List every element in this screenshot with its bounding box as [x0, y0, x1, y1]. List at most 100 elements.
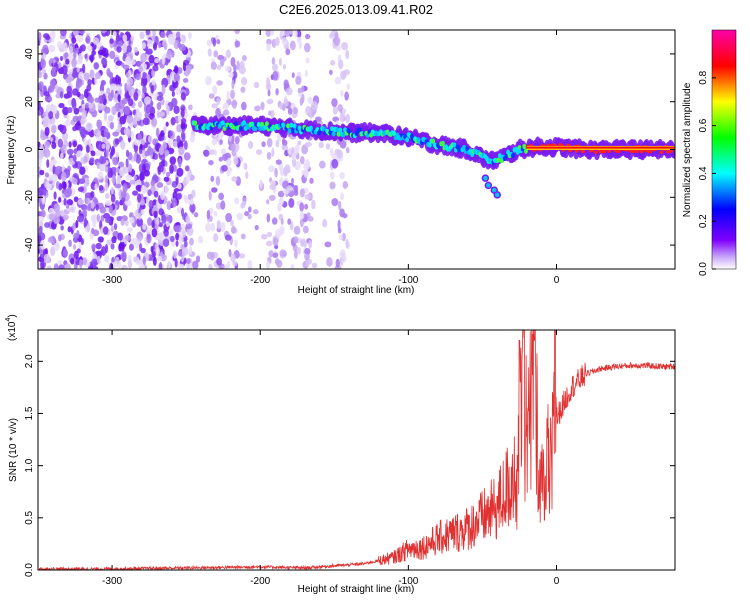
spectrogram-noise-cell [272, 252, 279, 258]
spectrogram-noise-cell [73, 51, 77, 59]
spectrogram-noise-cell [86, 222, 91, 233]
spectrogram-noise-cell [67, 226, 72, 233]
spectrogram-track-core [357, 127, 362, 133]
spectrogram-noise-cell [231, 225, 236, 234]
spectrogram-noise-cell [91, 227, 95, 235]
spectrogram-noise-cell [48, 213, 56, 221]
spectrogram-track-core [634, 149, 639, 154]
spectrogram-noise-cell [147, 145, 152, 153]
spectrogram-noise-cell [79, 258, 83, 269]
spectrogram-noise-cell [190, 197, 194, 206]
spectrogram-noise-cell [163, 176, 170, 182]
spectrogram-noise-cell [279, 225, 285, 235]
spectrogram-noise-cell [303, 169, 309, 178]
spectrogram-noise-cell [154, 243, 159, 250]
spectrogram-branch-cell [484, 181, 493, 190]
spectrogram-noise-cell [53, 242, 60, 252]
spectrogram-noise-cell [38, 100, 41, 111]
spectrogram-noise-cell [261, 233, 268, 240]
spectrogram-noise-cell [139, 171, 145, 182]
spectrogram-noise-cell [213, 149, 217, 156]
spectrogram-noise-cell [38, 70, 43, 79]
spectrogram-noise-cell [220, 148, 227, 155]
spectrogram-track-core [602, 149, 607, 154]
spectrogram-noise-cell [59, 91, 64, 99]
spectrogram-noise-cell [47, 96, 53, 103]
spectrogram-x-tick-label: -200 [250, 275, 270, 286]
spectrogram-y-axis-label: Frequency (Hz) [6, 116, 17, 185]
spectrogram-track-core [250, 121, 255, 127]
spectrogram-noise-cell [38, 216, 45, 222]
spectrogram-noise-cell [136, 217, 143, 227]
spectrogram-noise-cell [133, 91, 139, 101]
spectrogram-noise-cell [206, 209, 211, 220]
spectrogram-noise-cell [64, 188, 72, 198]
spectrogram-noise-cell [213, 50, 219, 58]
spectrogram-noise-cell [186, 258, 191, 265]
spectrogram-noise-cell [123, 127, 131, 136]
spectrogram-noise-cell [253, 81, 260, 89]
spectrogram-track-core [242, 120, 247, 126]
spectrogram-noise-cell [65, 76, 73, 84]
spectrogram-noise-cell [151, 117, 158, 127]
spectrogram-noise-cell [274, 167, 278, 178]
spectrogram-noise-cell [267, 89, 271, 97]
spectrogram-noise-cell [166, 171, 171, 178]
spectrogram-noise-cell [286, 185, 293, 192]
spectrogram-noise-cell [103, 127, 109, 138]
spectrogram-noise-cell [337, 219, 341, 230]
spectrogram-noise-cell [72, 244, 77, 250]
spectrogram-noise-cell [234, 197, 240, 205]
spectrogram-track-core [341, 132, 346, 138]
spectrogram-noise-cell [65, 58, 70, 65]
spectrogram-noise-cell [86, 204, 92, 212]
spectrogram-noise-cell [109, 38, 114, 44]
spectrogram-noise-cell [42, 44, 49, 55]
spectrogram-track-core [631, 149, 636, 153]
spectrogram-noise-cell [218, 192, 225, 201]
spectrogram-noise-cell [282, 104, 286, 112]
spectrogram-noise-cell [63, 42, 68, 52]
spectrogram-noise-cell [225, 49, 231, 59]
spectrogram-track-core [496, 157, 501, 163]
spectrogram-noise-cell [284, 30, 291, 38]
spectrogram-noise-cell [94, 183, 98, 191]
spectrogram-noise-cell [124, 82, 128, 93]
spectrogram-noise-cell [222, 109, 230, 116]
spectrogram-noise-cell [164, 160, 168, 167]
spectrogram-noise-cell [293, 249, 298, 260]
spectrogram-noise-cell [221, 265, 225, 269]
spectrogram-noise-cell [40, 89, 44, 98]
spectrogram-track-core [258, 125, 263, 132]
spectrogram-track-core [264, 121, 269, 127]
spectrogram-noise-cell [156, 109, 160, 119]
spectrogram-noise-cell [104, 192, 110, 199]
spectrogram-noise-cell [332, 105, 338, 115]
spectrogram-noise-cell [308, 239, 313, 249]
spectrogram-noise-cell [142, 72, 147, 78]
spectrogram-noise-cell [336, 149, 343, 159]
spectrogram-noise-cell [47, 237, 54, 243]
spectrogram-noise-cell [329, 171, 335, 180]
spectrogram-noise-cell [142, 222, 147, 231]
page-title: C2E6.2025.013.09.41.R02 [279, 2, 433, 17]
spectrogram-noise-cell [266, 231, 273, 238]
snr-x-tick-label: -300 [102, 576, 122, 587]
spectrogram-noise-cell [71, 72, 79, 79]
spectrogram-noise-cell [339, 234, 344, 241]
spectrogram-noise-cell [224, 234, 232, 241]
spectrogram-noise-cell [137, 212, 142, 220]
spectrogram-track-core [256, 121, 261, 128]
spectrogram-noise-cell [332, 116, 340, 122]
spectrogram-noise-cell [74, 122, 82, 131]
spectrogram-noise-cell [40, 209, 46, 218]
colorbar-tick-label: 0.4 [698, 166, 709, 180]
spectrogram-noise-cell [266, 43, 271, 52]
spectrogram-noise-cell [344, 91, 349, 101]
snr-panel: -300 -200 -100 0 0.0 0.5 1.0 1.5 2.0 Height of … [5, 314, 676, 595]
spectrogram-noise-cell [152, 64, 159, 72]
spectrogram-noise-cell [329, 181, 336, 190]
spectrogram-track-core [193, 120, 198, 126]
spectrogram-noise-cell [105, 207, 110, 213]
spectrogram-track-core [220, 120, 225, 126]
